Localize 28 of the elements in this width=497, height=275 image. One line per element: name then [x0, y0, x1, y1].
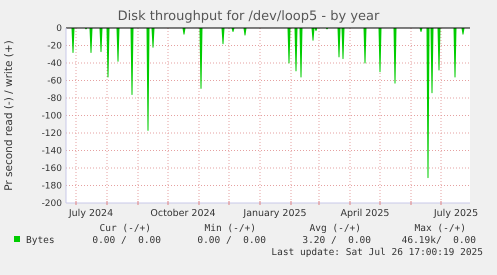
y-tick-label: -120	[42, 129, 62, 140]
y-tick-label: -80	[47, 94, 62, 104]
y-tick-label: -100	[42, 112, 62, 122]
legend-label: Bytes	[26, 235, 55, 246]
y-tick-label: -160	[42, 164, 62, 174]
y-tick-label: -200	[42, 199, 62, 210]
y-tick-label: -20	[47, 42, 62, 52]
text: Last update: Sat Jul 26 17:00:19 2025	[271, 247, 483, 258]
text: 0.00 / 0.00	[92, 235, 162, 246]
y-tick-label: -180	[42, 182, 62, 192]
chart-title: Disk throughput for /dev/loop5 - by year	[118, 9, 380, 24]
text: 0.00 / 0.00	[197, 235, 266, 246]
text: Avg (-/+)	[310, 223, 361, 234]
y-axis-title: Pr second read (-) / write (+)	[3, 40, 15, 191]
text: Max (-/+)	[414, 223, 466, 234]
text: Min (-/+)	[204, 223, 256, 234]
x-tick-label: July 2025	[432, 208, 478, 219]
x-tick-label: October 2024	[150, 208, 216, 219]
y-tick-label: -60	[47, 76, 62, 87]
x-tick-label: April 2025	[340, 208, 390, 219]
y-tick-label: 0	[56, 24, 62, 34]
x-tick-label: January 2025	[242, 208, 307, 219]
x-tick-label: July 2024	[68, 208, 114, 219]
y-tick-label: -140	[42, 146, 62, 157]
text: 46.19k/ 0.00	[402, 235, 476, 246]
y-tick-label: -40	[47, 59, 62, 70]
text: 3.20 / 0.00	[302, 235, 372, 246]
text: Cur (-/+)	[100, 223, 151, 234]
